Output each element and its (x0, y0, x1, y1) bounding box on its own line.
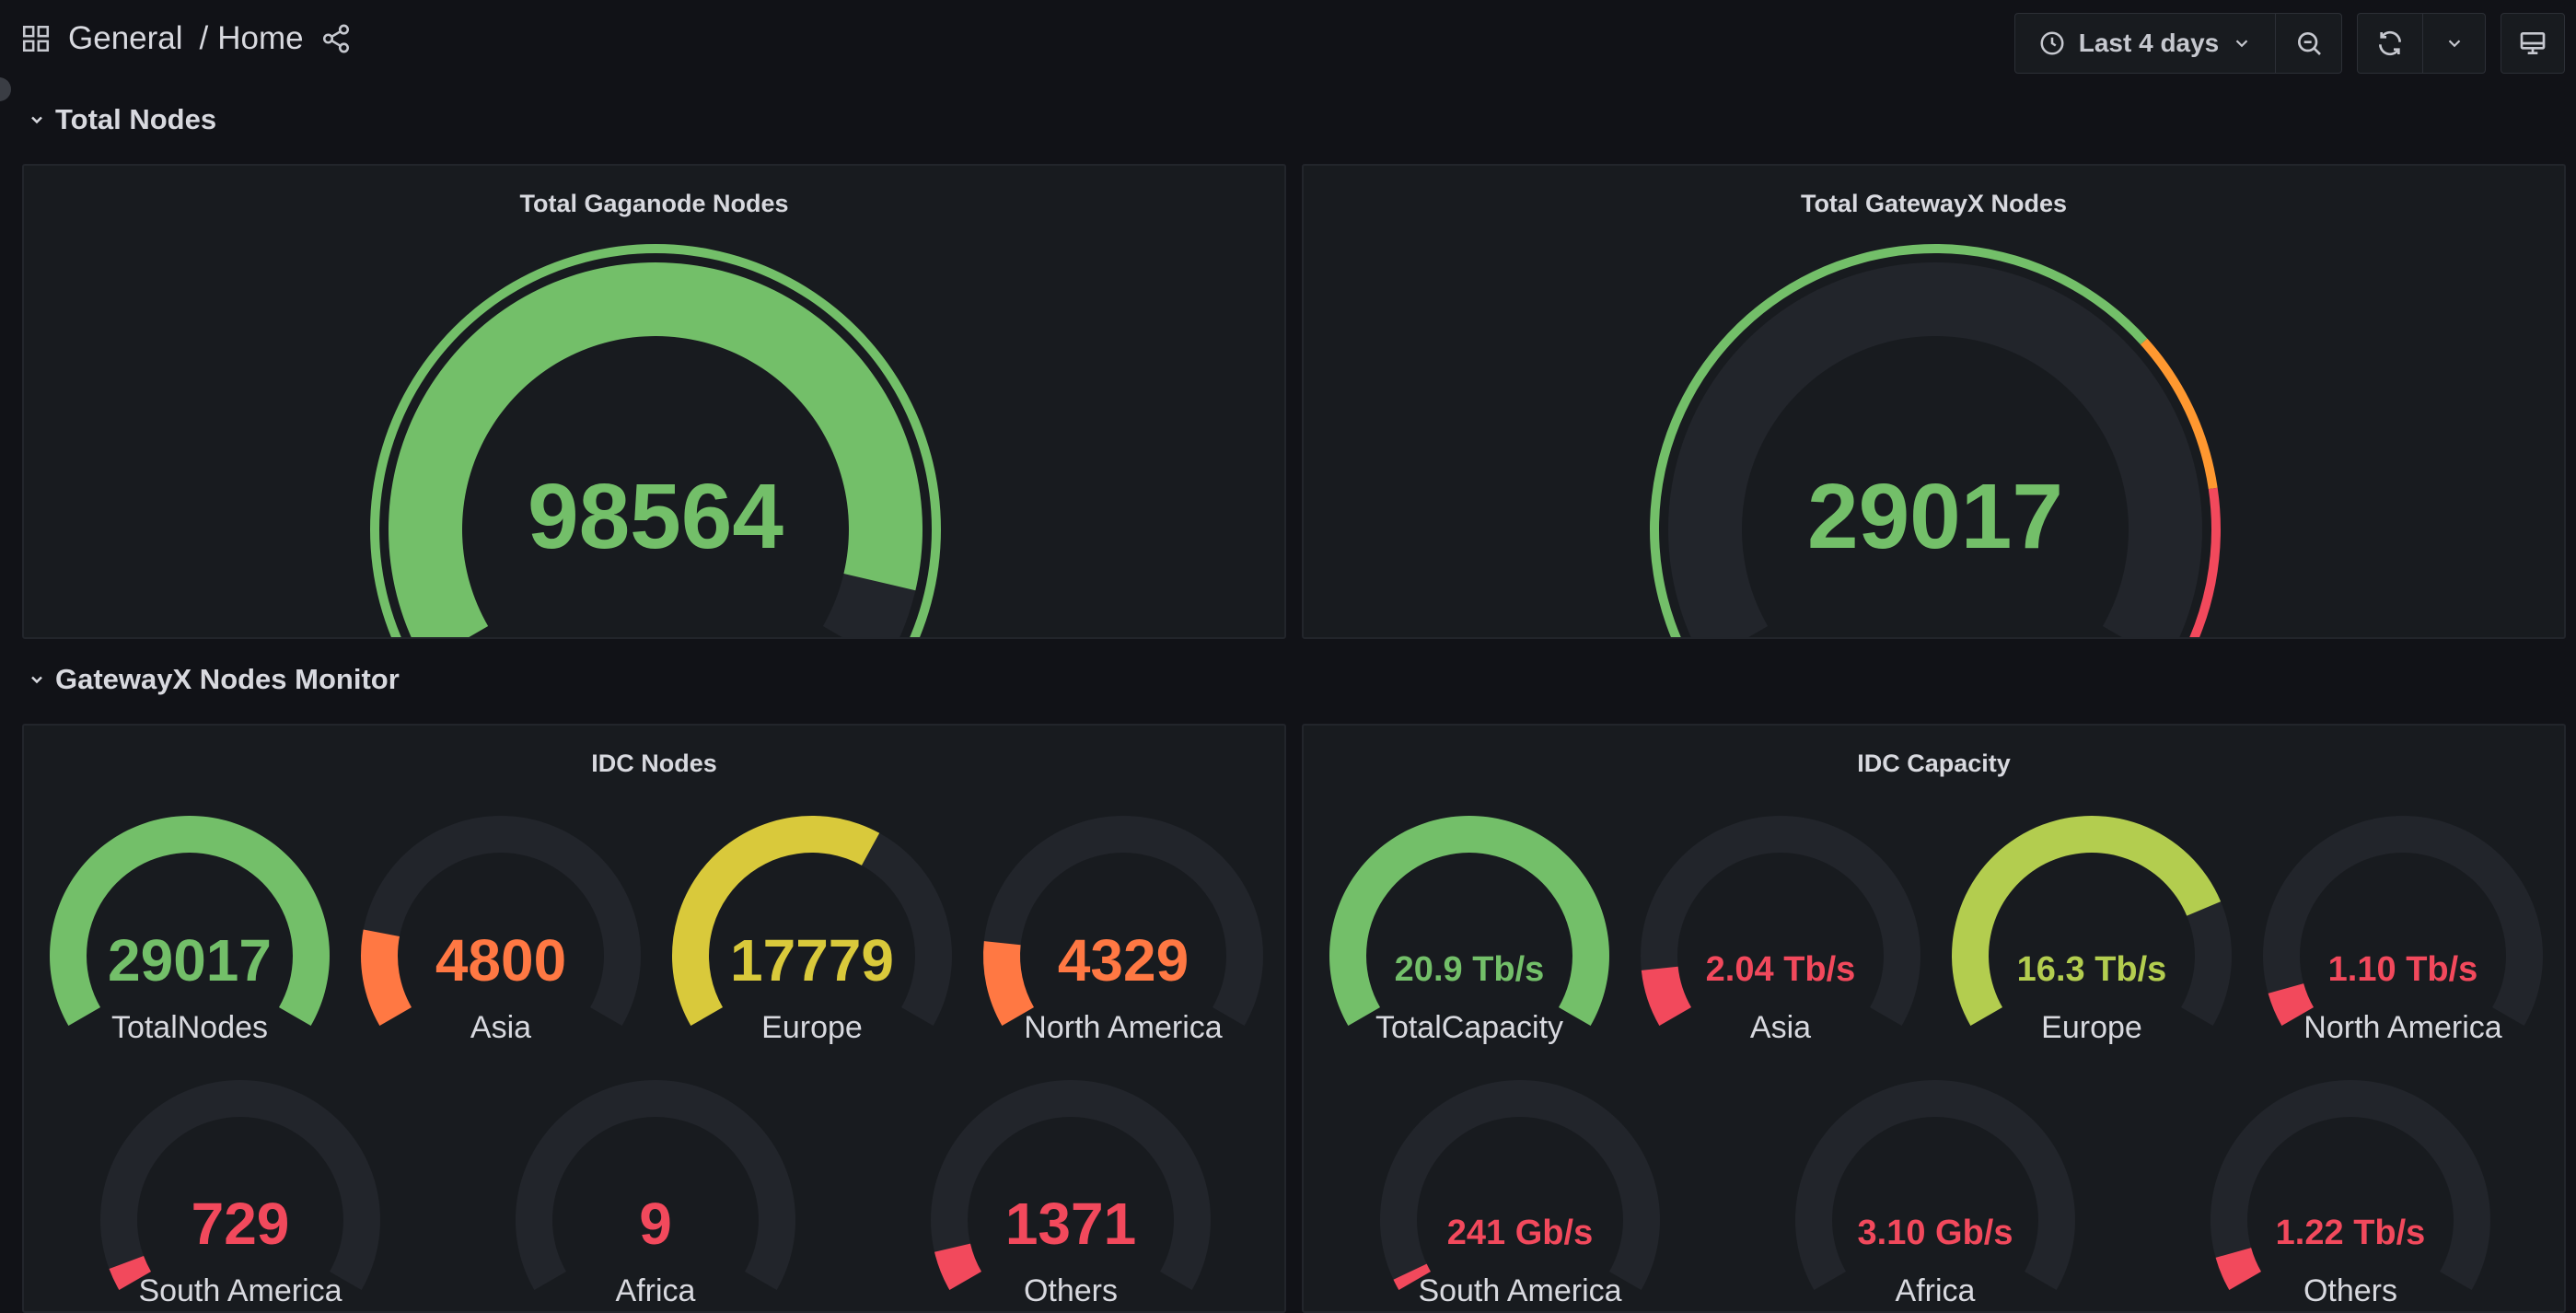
panel-total-gatewayx-nodes[interactable]: Total GatewayX Nodes 29017 (1302, 164, 2566, 639)
gauge-value: 3.10 Gb/s (1858, 1214, 2013, 1252)
breadcrumb-page[interactable]: Home (217, 20, 304, 56)
gauge-value: 29017 (1807, 465, 2063, 568)
gauge-value: 241 Gb/s (1447, 1214, 1593, 1252)
gauge-group-idc-capacity: 20.9 Tb/s TotalCapacity 2.04 Tb/s Asia 16.3 … (1329, 815, 2543, 1308)
gauge-fill (1393, 1263, 1432, 1290)
gauge-label: Africa (1896, 1273, 1976, 1308)
sidebar-toggle[interactable] (0, 77, 11, 101)
gauge-label: Others (1024, 1273, 1118, 1308)
time-range-picker[interactable]: Last 4 days (2015, 14, 2275, 73)
chevron-down-icon (31, 116, 42, 124)
gauge-track (516, 1080, 795, 1290)
breadcrumb: General / Home (20, 20, 352, 57)
row-title: Total Nodes (55, 103, 217, 135)
gauge-track (983, 816, 1263, 1026)
share-icon[interactable] (320, 23, 352, 54)
gauge-track (360, 816, 641, 1026)
gauge-value: 4800 (435, 927, 566, 993)
gauge-fill (1952, 815, 2222, 1026)
gauge-value: 20.9 Tb/s (1395, 950, 1545, 989)
gauge-threshold-band (2140, 338, 2218, 490)
gauge-label: Europe (761, 1010, 863, 1045)
top-navbar: General / Home Last 4 days (0, 0, 2576, 85)
breadcrumb-separator: / (199, 20, 209, 56)
gauge-gaganode: 98564 (370, 244, 941, 637)
chevron-down-icon (31, 676, 42, 684)
time-range-label: Last 4 days (2078, 29, 2220, 57)
gauge-group-idc-nodes: 29017 TotalNodes 4800 Asia 17779 Europe 4329 No… (50, 816, 1263, 1308)
chevron-down-icon (2448, 40, 2460, 48)
clock-icon (2040, 31, 2064, 55)
gauge-value: 1.22 Tb/s (2276, 1214, 2426, 1252)
gauge-value: 2.04 Tb/s (1706, 950, 1856, 989)
gauge-label: North America (2303, 1010, 2501, 1045)
gauge-track (1641, 816, 1920, 1026)
gauge-value: 729 (191, 1191, 290, 1257)
gauge-fill (109, 1256, 152, 1290)
refresh-button[interactable] (2358, 14, 2422, 73)
gauge-fill (983, 941, 1035, 1026)
panel-title: Total GatewayX Nodes (1800, 190, 2068, 217)
gauge-label: Asia (470, 1010, 531, 1045)
panel-total-gaganode-nodes[interactable]: Total Gaganode Nodes 98564 (22, 164, 1286, 639)
time-range-controls: Last 4 days (2014, 13, 2342, 74)
refresh-interval-dropdown[interactable] (2422, 14, 2485, 73)
refresh-controls (2357, 13, 2486, 74)
gauge-label: Asia (1750, 1010, 1811, 1045)
gauge-label: Africa (616, 1273, 696, 1308)
gauge-value: 1.10 Tb/s (2328, 950, 2478, 989)
row-header-gatewayx-nodes-monitor[interactable]: GatewayX Nodes Monitor (28, 663, 400, 696)
gauge-track (1380, 1080, 1660, 1290)
gauge-fill (934, 1243, 982, 1290)
gauge-track (1668, 261, 2202, 637)
gauge-value: 17779 (730, 927, 894, 993)
zoom-out-icon (2297, 32, 2321, 55)
zoom-out-button[interactable] (2275, 14, 2341, 73)
gauge-fill (2215, 1248, 2262, 1290)
panel-idc-capacity[interactable]: IDC Capacity 20.9 Tb/s TotalCapacity 2.04 … (1302, 724, 2566, 1313)
gauge-label: North America (1024, 1010, 1222, 1045)
gauge-fill (1329, 816, 1609, 1026)
dashboards-grid-icon[interactable] (20, 23, 52, 54)
gauge-fill (2268, 983, 2315, 1026)
gauge-value: 98564 (528, 465, 783, 568)
panel-idc-nodes[interactable]: IDC Nodes 29017 TotalNodes 4800 Asia 17779 Eu… (22, 724, 1286, 1313)
breadcrumb-folder[interactable]: General (68, 20, 183, 56)
gauge-gatewayx: 29017 (1650, 244, 2221, 637)
view-mode-controls (2501, 13, 2565, 74)
gauge-value: 4329 (1058, 927, 1189, 993)
row-title: GatewayX Nodes Monitor (55, 663, 400, 695)
panel-title: Total Gaganode Nodes (519, 190, 789, 217)
tv-mode-icon (2520, 32, 2546, 54)
gauge-track (930, 1080, 1211, 1290)
gauge-fill (1641, 966, 1692, 1026)
gauge-track (1795, 1080, 2075, 1290)
refresh-icon (2379, 30, 2401, 56)
gauge-label: TotalCapacity (1375, 1010, 1563, 1045)
gauge-fill (389, 261, 922, 637)
chevron-down-icon (2235, 40, 2248, 48)
gauge-value: 16.3 Tb/s (2017, 950, 2167, 989)
gauge-label: South America (1418, 1273, 1621, 1308)
gauge-fill (361, 929, 412, 1026)
tv-mode-button[interactable] (2501, 14, 2564, 73)
gauge-value: 1371 (1005, 1191, 1136, 1257)
gauge-track (99, 1080, 380, 1290)
gauge-label: South America (138, 1273, 342, 1308)
gauge-fill (672, 816, 880, 1026)
panel-title: IDC Capacity (1857, 749, 2011, 777)
row-header-total-nodes[interactable]: Total Nodes (28, 103, 216, 136)
gauge-label: Europe (2041, 1010, 2142, 1045)
gauge-label: TotalNodes (111, 1010, 268, 1045)
gauge-value: 29017 (108, 927, 272, 993)
gauge-value: 9 (639, 1191, 672, 1257)
gauge-track (2263, 816, 2543, 1026)
gauge-fill (50, 816, 331, 1026)
gauge-threshold-band (2189, 487, 2221, 637)
gauge-track (2210, 1080, 2490, 1290)
panel-title: IDC Nodes (591, 749, 717, 777)
gauge-label: Others (2303, 1273, 2397, 1308)
